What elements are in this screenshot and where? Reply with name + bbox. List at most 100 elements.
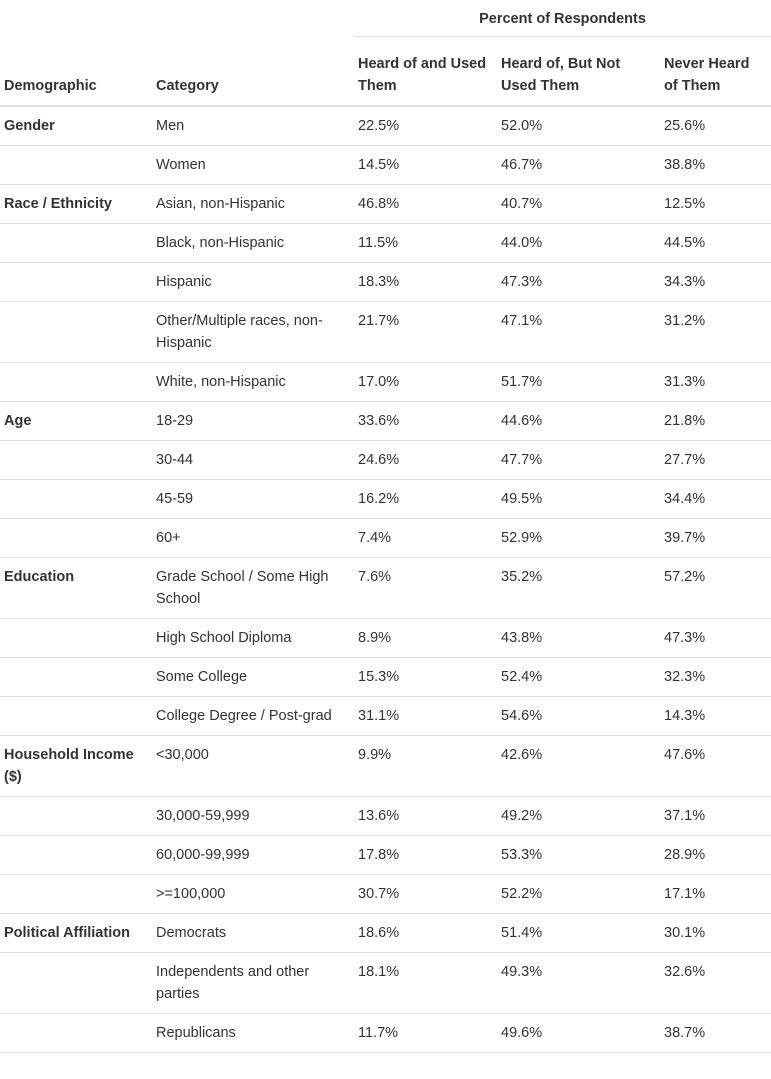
heard-and-used-cell: 22.5% xyxy=(354,106,497,146)
never-heard-cell: 21.8% xyxy=(660,401,771,441)
heard-and-used-cell: 7.6% xyxy=(354,557,497,619)
header-column-row: Demographic Category Heard of and Used T… xyxy=(0,36,771,107)
heard-not-used-cell: 51.7% xyxy=(497,362,660,402)
heard-not-used-cell: 35.2% xyxy=(497,557,660,619)
heard-and-used-cell: 33.6% xyxy=(354,401,497,441)
table-row: Gender Men 22.5% 52.0% 25.6% xyxy=(0,106,771,146)
demographic-cell xyxy=(0,145,152,185)
table-row: 30-44 24.6% 47.7% 27.7% xyxy=(0,440,771,480)
never-heard-cell: 37.1% xyxy=(660,796,771,836)
never-heard-cell: 25.6% xyxy=(660,106,771,146)
table-row: Women 14.5% 46.7% 38.8% xyxy=(0,145,771,185)
table-row: Political Affiliation Democrats 18.6% 51.4%… xyxy=(0,913,771,953)
heard-and-used-cell: 16.2% xyxy=(354,479,497,519)
table-header: Percent of Respondents Demographic Categ… xyxy=(0,0,771,107)
demographic-cell xyxy=(0,518,152,558)
heard-and-used-cell: 30.7% xyxy=(354,874,497,914)
column-header-heard-and-used: Heard of and Used Them xyxy=(354,36,497,107)
never-heard-cell: 38.8% xyxy=(660,145,771,185)
category-cell: College Degree / Post-grad xyxy=(152,696,354,736)
never-heard-cell: 17.1% xyxy=(660,874,771,914)
demographic-cell xyxy=(0,223,152,263)
category-cell: Hispanic xyxy=(152,262,354,302)
table-row: 60,000-99,999 17.8% 53.3% 28.9% xyxy=(0,835,771,875)
category-cell: 60+ xyxy=(152,518,354,558)
heard-and-used-cell: 15.3% xyxy=(354,657,497,697)
demographic-cell: Age xyxy=(0,401,152,441)
category-cell: Women xyxy=(152,145,354,185)
category-cell: 60,000-99,999 xyxy=(152,835,354,875)
demographic-cell xyxy=(0,479,152,519)
never-heard-cell: 12.5% xyxy=(660,184,771,224)
never-heard-cell: 31.3% xyxy=(660,362,771,402)
column-header-category: Category xyxy=(152,36,354,107)
category-cell: 30-44 xyxy=(152,440,354,480)
heard-and-used-cell: 17.8% xyxy=(354,835,497,875)
heard-not-used-cell: 54.6% xyxy=(497,696,660,736)
demographic-cell: Education xyxy=(0,557,152,619)
never-heard-cell: 38.7% xyxy=(660,1013,771,1053)
table-row: Race / Ethnicity Asian, non-Hispanic 46.8%… xyxy=(0,184,771,224)
heard-not-used-cell: 51.4% xyxy=(497,913,660,953)
category-cell: Black, non-Hispanic xyxy=(152,223,354,263)
heard-not-used-cell: 42.6% xyxy=(497,735,660,797)
heard-and-used-cell: 18.6% xyxy=(354,913,497,953)
heard-not-used-cell: 47.3% xyxy=(497,262,660,302)
table-row: Republicans 11.7% 49.6% 38.7% xyxy=(0,1013,771,1053)
never-heard-cell: 47.6% xyxy=(660,735,771,797)
heard-and-used-cell: 11.5% xyxy=(354,223,497,263)
demographic-cell xyxy=(0,796,152,836)
heard-and-used-cell: 17.0% xyxy=(354,362,497,402)
demographic-cell xyxy=(0,618,152,658)
header-spacer xyxy=(0,0,354,37)
table-row: 60+ 7.4% 52.9% 39.7% xyxy=(0,518,771,558)
column-header-never-heard: Never Heard of Them xyxy=(660,36,771,107)
heard-not-used-cell: 52.4% xyxy=(497,657,660,697)
heard-and-used-cell: 11.7% xyxy=(354,1013,497,1053)
category-cell: High School Diploma xyxy=(152,618,354,658)
never-heard-cell: 30.1% xyxy=(660,913,771,953)
table-row: 45-59 16.2% 49.5% 34.4% xyxy=(0,479,771,519)
heard-and-used-cell: 24.6% xyxy=(354,440,497,480)
heard-not-used-cell: 44.6% xyxy=(497,401,660,441)
table-row: Household Income ($) <30,000 9.9% 42.6% 47.6… xyxy=(0,735,771,797)
table-row: Hispanic 18.3% 47.3% 34.3% xyxy=(0,262,771,302)
heard-not-used-cell: 43.8% xyxy=(497,618,660,658)
never-heard-cell: 39.7% xyxy=(660,518,771,558)
category-cell: <30,000 xyxy=(152,735,354,797)
demographic-cell xyxy=(0,874,152,914)
demographic-cell xyxy=(0,440,152,480)
never-heard-cell: 34.4% xyxy=(660,479,771,519)
never-heard-cell: 32.6% xyxy=(660,952,771,1014)
heard-and-used-cell: 9.9% xyxy=(354,735,497,797)
category-cell: Asian, non-Hispanic xyxy=(152,184,354,224)
category-cell: Republicans xyxy=(152,1013,354,1053)
heard-not-used-cell: 40.7% xyxy=(497,184,660,224)
demographic-cell: Race / Ethnicity xyxy=(0,184,152,224)
never-heard-cell: 27.7% xyxy=(660,440,771,480)
demographic-cell xyxy=(0,657,152,697)
heard-and-used-cell: 31.1% xyxy=(354,696,497,736)
never-heard-cell: 57.2% xyxy=(660,557,771,619)
never-heard-cell: 34.3% xyxy=(660,262,771,302)
demographic-cell: Household Income ($) xyxy=(0,735,152,797)
never-heard-cell: 28.9% xyxy=(660,835,771,875)
heard-and-used-cell: 13.6% xyxy=(354,796,497,836)
category-cell: Democrats xyxy=(152,913,354,953)
heard-and-used-cell: 21.7% xyxy=(354,301,497,363)
header-super-row: Percent of Respondents xyxy=(0,0,771,37)
heard-not-used-cell: 49.3% xyxy=(497,952,660,1014)
column-header-heard-not-used: Heard of, But Not Used Them xyxy=(497,36,660,107)
heard-and-used-cell: 8.9% xyxy=(354,618,497,658)
category-cell: White, non-Hispanic xyxy=(152,362,354,402)
category-cell: 30,000-59,999 xyxy=(152,796,354,836)
respondents-table: Percent of Respondents Demographic Categ… xyxy=(0,0,771,1053)
demographic-cell xyxy=(0,362,152,402)
table-body: Gender Men 22.5% 52.0% 25.6% Women 14.5% 46.7% 3… xyxy=(0,106,771,1053)
category-cell: Independents and other parties xyxy=(152,952,354,1014)
category-cell: Some College xyxy=(152,657,354,697)
table-row: 30,000-59,999 13.6% 49.2% 37.1% xyxy=(0,796,771,836)
demographic-cell xyxy=(0,696,152,736)
category-cell: Other/Multiple races, non-Hispanic xyxy=(152,301,354,363)
table-row: Age 18-29 33.6% 44.6% 21.8% xyxy=(0,401,771,441)
